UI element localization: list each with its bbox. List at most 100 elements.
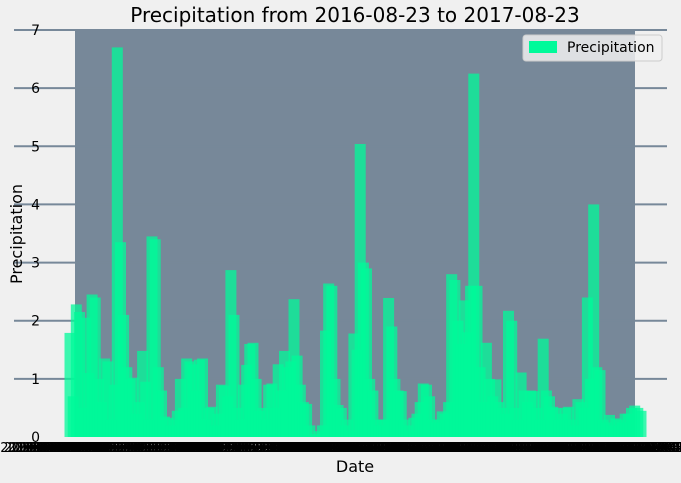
x-tick-label: 2016-08-23 xyxy=(0,441,76,456)
x-tick-label: 2017-06-21 xyxy=(525,441,601,456)
x-tick-label: 2016-10-24 xyxy=(108,441,184,456)
x-tick-label: 2016-09-24 xyxy=(56,441,132,456)
x-tick-label: 2016-11-25 xyxy=(164,441,240,456)
x-tick-label: 2017-03-01 xyxy=(330,441,406,456)
x-tick-label: 2017-02-01 xyxy=(282,441,358,456)
x-tick-label: 2016-12-07 xyxy=(184,441,260,456)
x-tick-label: 2017-04-14 xyxy=(407,441,483,456)
x-tick-label: 2016-09-20 xyxy=(49,441,125,456)
x-tick-label: 2017-02-05 xyxy=(289,441,365,456)
x-tick-label: 2017-02-19 xyxy=(313,441,389,456)
bar xyxy=(102,361,114,437)
x-tick-label: 2017-07-29 xyxy=(591,441,667,456)
x-tick-label: 2016-11-03 xyxy=(125,441,201,456)
bar xyxy=(156,390,167,437)
legend-box xyxy=(522,34,663,62)
x-tick-label: 2017-02-09 xyxy=(296,441,372,456)
bar xyxy=(367,390,379,437)
y-tick-label: 1 xyxy=(31,372,40,388)
x-tick-label: 2017-04-04 xyxy=(389,441,465,456)
x-tick-label: 2017-06-23 xyxy=(528,441,604,456)
x-tick-label: 2016-12-19 xyxy=(205,441,281,456)
x-tick-label: 2017-05-30 xyxy=(487,441,563,456)
x-tick-label: 2017-01-30 xyxy=(278,441,354,456)
x-tick-label: 2017-07-27 xyxy=(587,441,663,456)
legend: Precipitation xyxy=(522,34,663,62)
x-tick-label: 2017-05-02 xyxy=(438,441,514,456)
x-tick-label: 2016-12-21 xyxy=(209,441,285,456)
x-tick-label: 2016-09-22 xyxy=(52,441,128,456)
x-tick-label: 2017-08-06 xyxy=(605,441,681,456)
x-tick-label: 2017-06-11 xyxy=(507,441,583,456)
x-tick-labels: 2016-08-232016-08-252016-08-272016-08-29… xyxy=(0,441,681,456)
x-tick-label: 2016-12-09 xyxy=(188,441,264,456)
x-tick-label: 2016-09-04 xyxy=(21,441,97,456)
bar xyxy=(424,396,436,437)
bar xyxy=(301,403,313,437)
x-tick-label: 2016-12-01 xyxy=(174,441,250,456)
x-tick-label: 2017-04-28 xyxy=(431,441,507,456)
x-tick-label: 2017-06-09 xyxy=(504,441,580,456)
x-tick-label: 2017-05-12 xyxy=(455,441,531,456)
x-tick-label: 2017-04-12 xyxy=(403,441,479,456)
x-tick-label: 2017-08-22 xyxy=(633,441,681,456)
x-tick-label: 2016-10-28 xyxy=(115,441,191,456)
x-tick-label: 2016-10-30 xyxy=(118,441,194,456)
x-tick-label: 2017-08-08 xyxy=(608,441,681,456)
bar xyxy=(304,425,316,437)
x-tick-label: 2017-05-18 xyxy=(466,441,542,456)
legend-swatch xyxy=(529,41,557,53)
bar xyxy=(74,312,85,437)
x-tick-label: 2017-05-10 xyxy=(452,441,528,456)
x-tick-label: 2017-04-26 xyxy=(428,441,504,456)
x-tick-label: 2017-01-10 xyxy=(243,441,319,456)
x-tick-label: 2017-04-20 xyxy=(417,441,493,456)
x-tick-label: 2017-01-12 xyxy=(247,441,323,456)
x-tick-label: 2017-03-15 xyxy=(355,441,431,456)
x-tick-label: 2016-11-27 xyxy=(167,441,243,456)
x-tick-label: 2016-12-11 xyxy=(191,441,267,456)
x-tick-label: 2017-03-17 xyxy=(358,441,434,456)
x-tick-label: 2017-06-07 xyxy=(501,441,577,456)
x-tick-label: 2016-08-25 xyxy=(4,441,80,456)
x-tick-label: 2016-11-17 xyxy=(150,441,226,456)
x-tick-label: 2017-01-06 xyxy=(236,441,312,456)
x-tick-label: 2016-09-06 xyxy=(25,441,101,456)
x-tick-label: 2017-01-14 xyxy=(250,441,326,456)
bar xyxy=(149,239,161,437)
x-tick-label: 2016-12-27 xyxy=(219,441,295,456)
x-tick-label: 2017-04-24 xyxy=(424,441,500,456)
y-tick-label: 6 xyxy=(31,81,40,97)
x-tick-label: 2017-07-25 xyxy=(584,441,660,456)
x-tick-label: 2017-06-17 xyxy=(518,441,594,456)
x-tick-label: 2016-10-04 xyxy=(73,441,149,456)
bar xyxy=(197,358,208,437)
x-tick-label: 2017-07-13 xyxy=(563,441,639,456)
x-tick-label: 2017-04-30 xyxy=(434,441,510,456)
x-tick-label: 2016-10-06 xyxy=(77,441,153,456)
x-tick-label: 2016-10-08 xyxy=(80,441,156,456)
bar xyxy=(64,332,76,437)
x-tick-label: 2017-07-21 xyxy=(577,441,653,456)
x-tick-label: 2017-03-19 xyxy=(362,441,438,456)
y-tick-label: 4 xyxy=(31,197,40,213)
x-tick-label: 2016-08-31 xyxy=(14,441,90,456)
x-tick-label: 2017-08-04 xyxy=(601,441,677,456)
x-tick-label: 2016-12-25 xyxy=(216,441,292,456)
x-tick-label: 2016-12-31 xyxy=(226,441,302,456)
x-tick-label: 2017-02-13 xyxy=(302,441,378,456)
bar xyxy=(206,406,218,437)
x-tick-label: 2016-12-15 xyxy=(198,441,274,456)
bar xyxy=(335,407,347,437)
x-tick-label: 2017-01-20 xyxy=(261,441,337,456)
x-tick-label: 2017-01-26 xyxy=(271,441,347,456)
bar xyxy=(228,314,240,437)
bar xyxy=(127,377,139,437)
x-tick-label: 2016-11-21 xyxy=(157,441,233,456)
x-tick-label: 2016-09-08 xyxy=(28,441,104,456)
x-tick-label: 2017-06-27 xyxy=(535,441,611,456)
bar xyxy=(581,297,593,437)
x-tick-label: 2016-10-02 xyxy=(70,441,146,456)
bar xyxy=(250,378,262,437)
x-tick-label: 2017-01-18 xyxy=(257,441,333,456)
